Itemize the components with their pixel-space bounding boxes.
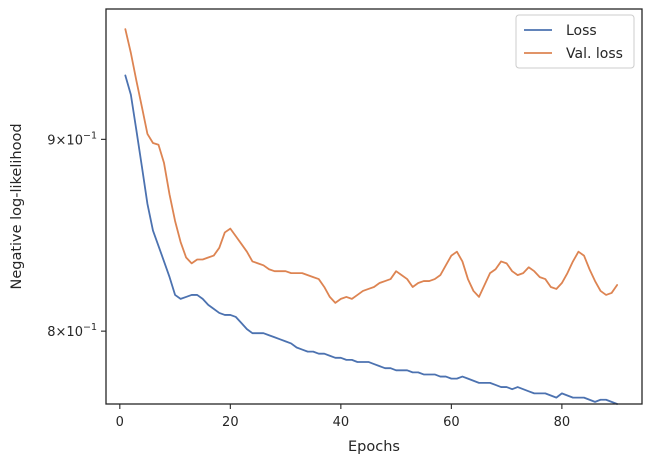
- y-tick-label-1: 9×10−1: [47, 130, 97, 148]
- legend-label-val-loss: Val. loss: [566, 46, 623, 62]
- series-layer: [124, 28, 619, 405]
- legend: Loss Val. loss: [515, 14, 635, 69]
- series-line-val-loss: [124, 28, 619, 304]
- series-line-loss: [124, 74, 619, 405]
- legend-box: [515, 14, 635, 69]
- x-tick-label-60: 60: [443, 415, 460, 430]
- x-tick-label-80: 80: [554, 415, 571, 430]
- plot-frame: [105, 8, 643, 405]
- x-tick-label-0: 0: [116, 415, 124, 430]
- x-axis-ticks: 0 20 40 60 80: [116, 404, 570, 430]
- y-axis-label: Negative log-likelihood: [9, 123, 25, 289]
- legend-label-loss: Loss: [566, 23, 597, 39]
- plot-background: [106, 9, 642, 404]
- y-axis-ticks: 8×10−1 9×10−1: [47, 130, 106, 340]
- x-tick-label-40: 40: [333, 415, 350, 430]
- x-axis-label: Epochs: [348, 439, 400, 455]
- x-tick-label-20: 20: [222, 415, 239, 430]
- y-tick-label-0: 8×10−1: [47, 322, 97, 340]
